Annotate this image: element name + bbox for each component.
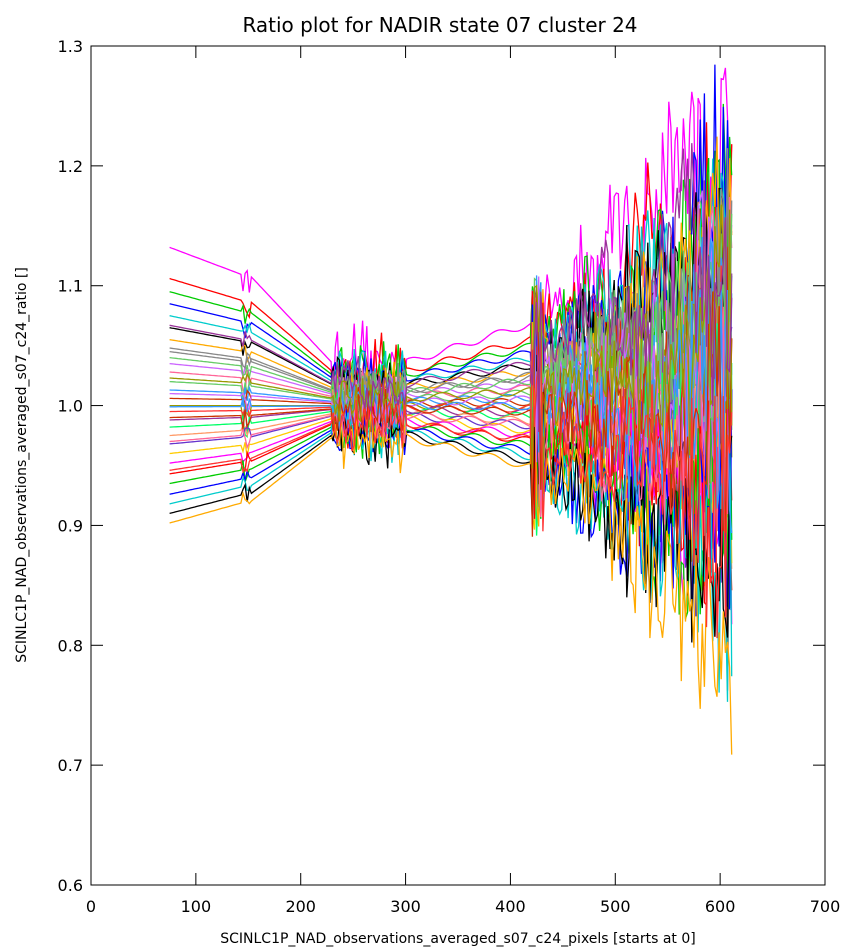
series-line xyxy=(169,339,733,639)
series-line xyxy=(169,122,733,496)
x-tick-label: 300 xyxy=(390,897,421,916)
y-tick-label: 1.3 xyxy=(58,37,83,56)
y-tick-label: 1.2 xyxy=(58,157,83,176)
x-tick-label: 500 xyxy=(600,897,631,916)
y-tick-label: 0.7 xyxy=(58,756,83,775)
x-tick-label: 100 xyxy=(181,897,212,916)
x-tick-label: 0 xyxy=(86,897,96,916)
series-line xyxy=(169,143,733,433)
x-tick-label: 600 xyxy=(705,897,736,916)
series-line xyxy=(169,287,733,545)
plot-frame xyxy=(90,45,826,886)
chart-title: Ratio plot for NADIR state 07 cluster 24 xyxy=(242,13,637,37)
y-tick-label: 1.1 xyxy=(58,277,83,296)
series-line xyxy=(169,321,733,755)
tick-layer: 0 100 200 300 400 500 600 700 0.6 0.7 0.8 0.9 1.0 1.1… xyxy=(58,37,841,916)
y-axis-label: SCINLC1P_NAD_observations_averaged_s07_c… xyxy=(14,267,30,663)
y-tick-label: 1.0 xyxy=(58,397,83,416)
y-tick-label: 0.8 xyxy=(58,636,83,655)
x-axis-label: SCINLC1P_NAD_observations_averaged_s07_c… xyxy=(220,931,696,947)
series-line xyxy=(169,238,733,534)
x-tick-label: 700 xyxy=(810,897,841,916)
series-line xyxy=(169,204,733,495)
x-tick-label: 200 xyxy=(285,897,316,916)
series-line xyxy=(169,136,733,493)
x-tick-label: 400 xyxy=(495,897,526,916)
y-tick-label: 0.6 xyxy=(58,876,83,895)
series-layer xyxy=(169,64,733,755)
y-tick-label: 0.9 xyxy=(58,516,83,535)
series-line xyxy=(169,169,733,420)
